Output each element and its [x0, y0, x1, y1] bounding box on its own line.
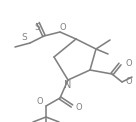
Text: O: O [36, 97, 43, 107]
Text: N: N [64, 80, 72, 90]
Text: O: O [76, 102, 83, 112]
Text: O: O [125, 60, 132, 68]
Text: S: S [34, 24, 40, 32]
Text: O: O [126, 76, 133, 86]
Text: S: S [21, 34, 27, 42]
Text: O: O [60, 24, 66, 32]
